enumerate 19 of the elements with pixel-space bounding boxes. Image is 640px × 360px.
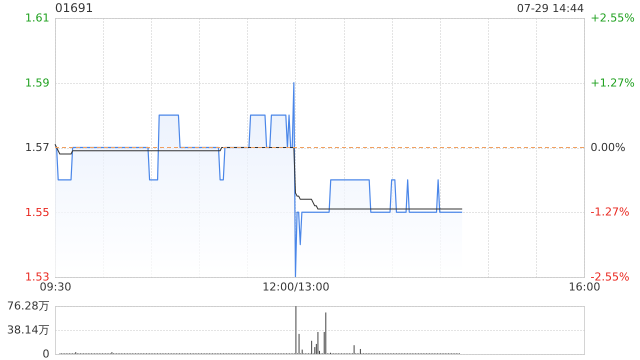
y2-tick-label: -2.55%: [590, 270, 630, 284]
y-tick-label: 1.55: [25, 206, 50, 219]
y2-tick-label: +2.55%: [590, 12, 635, 24]
y-tick-label: 38.14万: [7, 324, 50, 336]
y-tick-label: 1.57: [25, 141, 50, 154]
x-tick-label: 16:00: [568, 280, 600, 294]
line-series: [54, 144, 463, 210]
y-tick-label: 1.53: [25, 270, 50, 284]
y2-tick-label: +1.27%: [590, 76, 635, 90]
x-tick-label: 12:00/13:00: [262, 280, 330, 294]
y-tick-label: 1.59: [25, 76, 50, 90]
x-tick-label: 09:30: [40, 280, 72, 294]
y2-tick-label: -1.27%: [590, 205, 630, 218]
y-tick-label: 0: [42, 348, 50, 360]
text: 07-29 14:44: [516, 2, 584, 15]
y2-tick-label: 0.00%: [590, 141, 626, 154]
y-tick-label: 76.28万: [7, 300, 50, 312]
chart-title: 01691: [55, 1, 94, 15]
y-tick-label: 1.61: [25, 12, 50, 24]
